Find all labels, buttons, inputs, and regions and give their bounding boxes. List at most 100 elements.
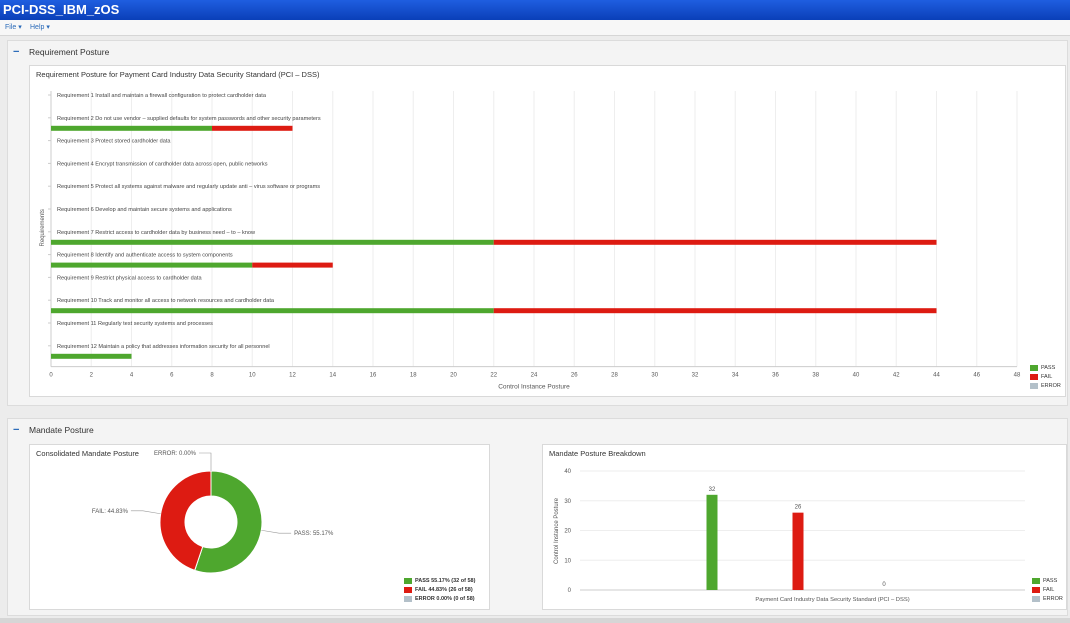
chart-title: Requirement Posture for Payment Card Ind… — [36, 70, 320, 79]
slice-label-leader — [261, 529, 292, 534]
legend-label: FAIL — [1043, 586, 1055, 593]
x-tick-label: 0 — [49, 373, 53, 379]
window-title: PCI-DSS_IBM_zOS — [3, 2, 120, 17]
data-label: 0 — [882, 582, 886, 588]
x-tick-label: 4 — [130, 373, 134, 379]
x-tick-label: 30 — [651, 373, 658, 379]
requirement-posture-chart: 0 2 4 6 8 10 12 14 16 18 20 22 24 26 28 30 32 34 36 38 40 42 4… — [40, 91, 1021, 391]
donut-slice-fail — [159, 470, 212, 571]
slice-label-leader — [199, 452, 212, 471]
x-tick-label: 22 — [490, 373, 497, 379]
x-tick-label: 18 — [410, 373, 417, 379]
legend-swatch-fail — [1030, 373, 1038, 380]
bar-pass — [51, 239, 494, 245]
menu-file[interactable]: File ▾ — [5, 24, 22, 31]
data-label: 26 — [795, 505, 802, 511]
bar-fail — [792, 512, 804, 590]
legend-label: FAIL 44.83% (26 of 58) — [415, 586, 473, 593]
category-label: Requirement 6 Develop and maintain secur… — [57, 207, 232, 213]
x-axis-label: Control Instance Posture — [498, 384, 570, 391]
menu-bar: File ▾ Help ▾ — [0, 20, 1070, 36]
mandate-breakdown-card: Mandate Posture Breakdown 0 10 20 30 40 Contr… — [542, 444, 1067, 610]
legend-swatch-error — [1030, 382, 1038, 389]
x-tick-label: 48 — [1014, 373, 1021, 379]
legend-item-fail[interactable]: FAIL — [1030, 372, 1061, 381]
x-tick-label: 12 — [289, 373, 296, 379]
category-label: Requirement 2 Do not use vendor – suppli… — [57, 116, 321, 122]
slice-label-leader — [130, 510, 161, 515]
x-tick-label: 44 — [933, 373, 940, 379]
x-tick-label: 8 — [210, 373, 214, 379]
bar-pass — [51, 262, 253, 268]
legend-item-pass[interactable]: PASS 55.17% (32 of 58) — [404, 576, 475, 585]
data-label: 32 — [709, 487, 716, 493]
panel-title: Mandate Posture — [29, 425, 94, 435]
slice-label: FAIL: 44.83% — [92, 509, 129, 515]
breakdown-legend: PASS FAIL ERROR — [1032, 576, 1063, 603]
category-label: Requirement 4 Encrypt transmission of ca… — [57, 161, 268, 167]
legend-swatch-error — [404, 595, 412, 602]
bar-fail — [252, 262, 333, 268]
bar-pass — [51, 125, 212, 131]
consolidated-mandate-donut: PASS: 55.17% FAIL: 44.83% ERROR: 0.00% — [92, 451, 334, 574]
y-tick-label: 40 — [564, 469, 571, 475]
x-tick-label: 20 — [450, 373, 457, 379]
bar-fail — [493, 308, 937, 314]
mandate-breakdown-chart: 0 10 20 30 40 Control Instance Posture Payment… — [554, 469, 1025, 603]
y-tick-label: 10 — [564, 558, 571, 564]
slice-label: ERROR: 0.00% — [154, 451, 197, 457]
legend-item-error[interactable]: ERROR 0.00% (0 of 58) — [404, 594, 475, 603]
y-tick-label: 30 — [564, 499, 571, 505]
collapse-icon[interactable]: − — [13, 46, 20, 58]
category-label: Requirement 10 Track and monitor all acc… — [57, 298, 275, 304]
x-axis-label: Payment Card Industry Data Security Stan… — [755, 597, 909, 603]
y-tick-label: 20 — [564, 529, 571, 535]
x-tick-label: 38 — [812, 373, 819, 379]
panel-header: − Requirement Posture — [8, 41, 1067, 67]
x-tick-label: 24 — [531, 373, 538, 379]
donut-slice-pass — [194, 470, 263, 574]
bar-fail — [212, 125, 293, 131]
legend-item-fail[interactable]: FAIL 44.83% (26 of 58) — [404, 585, 475, 594]
x-tick-label: 10 — [249, 373, 256, 379]
legend-swatch-fail — [404, 586, 412, 593]
x-tick-label: 16 — [370, 373, 377, 379]
x-tick-label: 6 — [170, 373, 174, 379]
bar-pass — [706, 494, 718, 590]
legend-label: PASS — [1041, 364, 1056, 371]
legend-label: ERROR — [1043, 595, 1063, 602]
category-label: Requirement 11 Regularly test security s… — [57, 321, 213, 327]
category-label: Requirement 12 Maintain a policy that ad… — [57, 344, 270, 350]
legend-item-error[interactable]: ERROR — [1032, 594, 1063, 603]
legend-label: FAIL — [1041, 373, 1053, 380]
category-label: Requirement 1 Install and maintain a fir… — [57, 93, 267, 99]
consolidated-mandate-card: Consolidated Mandate Posture PASS: 55.17… — [29, 444, 490, 610]
x-tick-label: 34 — [732, 373, 739, 379]
requirement-posture-panel: − Requirement Posture Requirement Postur… — [7, 40, 1068, 406]
slice-label: PASS: 55.17% — [294, 531, 334, 537]
legend-swatch-pass — [404, 577, 412, 584]
x-tick-label: 46 — [973, 373, 980, 379]
legend-item-fail[interactable]: FAIL — [1032, 585, 1063, 594]
y-axis-label: Requirements — [40, 209, 46, 246]
legend-label: ERROR 0.00% (0 of 58) — [415, 595, 475, 602]
legend-swatch-pass — [1032, 577, 1040, 584]
bar-pass — [51, 308, 494, 314]
collapse-icon[interactable]: − — [13, 424, 20, 436]
category-label: Requirement 8 Identify and authenticate … — [57, 253, 233, 259]
bottom-scroll-bar[interactable] — [0, 618, 1070, 623]
legend-swatch-fail — [1032, 586, 1040, 593]
panel-header: − Mandate Posture — [8, 419, 1067, 445]
x-tick-label: 26 — [571, 373, 578, 379]
menu-help[interactable]: Help ▾ — [30, 24, 50, 31]
legend-item-pass[interactable]: PASS — [1030, 363, 1061, 372]
legend-label: PASS — [1043, 577, 1058, 584]
x-tick-label: 32 — [692, 373, 699, 379]
legend-label: PASS 55.17% (32 of 58) — [415, 577, 476, 584]
legend-item-error[interactable]: ERROR — [1030, 381, 1061, 390]
y-axis-label: Control Instance Posture — [554, 497, 560, 564]
window-title-bar: PCI-DSS_IBM_zOS — [0, 0, 1070, 20]
mandate-posture-panel: − Mandate Posture Consolidated Mandate P… — [7, 418, 1068, 616]
legend-item-pass[interactable]: PASS — [1032, 576, 1063, 585]
category-label: Requirement 5 Protect all systems agains… — [57, 184, 320, 190]
